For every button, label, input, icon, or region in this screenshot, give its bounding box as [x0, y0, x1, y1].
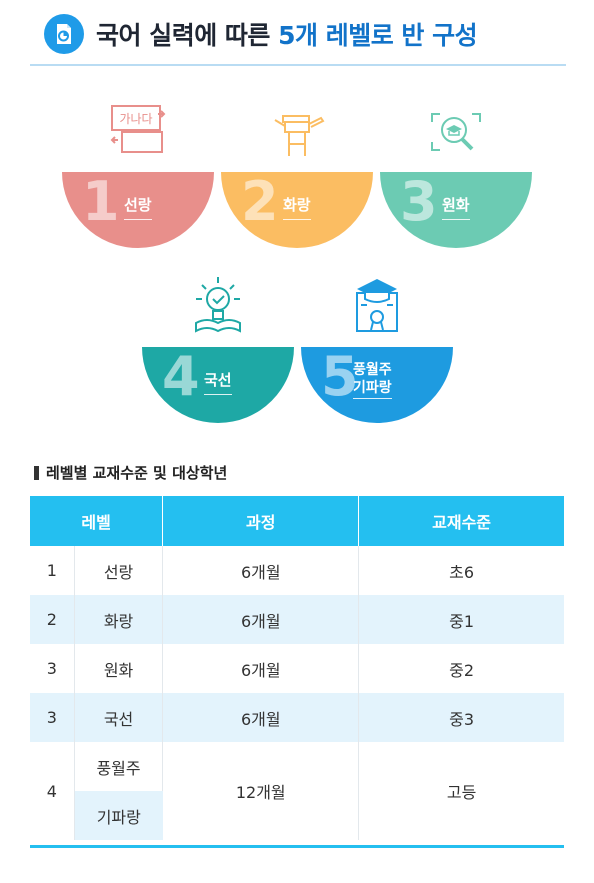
- row-course: 6개월: [162, 595, 360, 644]
- row-course: 6개월: [162, 693, 360, 742]
- row-course: 12개월: [162, 742, 360, 840]
- level-badge-4: 4 국선: [142, 347, 294, 423]
- table-header-row: 레벨 과정 교재수준: [30, 496, 564, 546]
- row-level: 선랑: [74, 546, 164, 595]
- magnifier-cap-icon: [426, 100, 486, 160]
- table-row: 3 국선 6개월 중3: [30, 693, 564, 742]
- row-book: 중2: [449, 660, 475, 680]
- row-level: 화랑: [74, 595, 164, 644]
- section-label: 레벨별 교재수준 및 대상학년: [34, 462, 227, 483]
- lightbulb-book-icon: [188, 275, 248, 335]
- level-name: 화랑: [283, 194, 311, 220]
- level-name: 풍월주 기파랑: [353, 361, 392, 399]
- row-book: 초6: [449, 562, 475, 582]
- table-row: 1 선랑 6개월 초6: [30, 546, 564, 595]
- level-number: 4: [162, 347, 200, 408]
- header-divider: [30, 64, 566, 66]
- header-level: 레벨: [30, 496, 164, 546]
- page-title: 국어 실력에 따른 5개 레벨로 반 구성: [96, 16, 478, 52]
- row-number: 3: [30, 693, 75, 742]
- row-book: 중3: [358, 693, 564, 742]
- section-bar: [34, 465, 39, 480]
- row-number: 2: [30, 595, 75, 644]
- icon-text: 가나다: [119, 112, 152, 126]
- table-row: 기파랑: [30, 791, 564, 840]
- row-level: 원화: [74, 644, 164, 693]
- row-book: 고등: [446, 783, 477, 802]
- level-badge-5: 5 풍월주 기파랑: [301, 347, 453, 423]
- level-badge-3: 3 원화: [380, 172, 532, 248]
- level-name-line2: 기파랑: [353, 380, 392, 399]
- title-highlight-text: 5개 레벨로 반 구성: [278, 21, 478, 50]
- level-number: 2: [241, 172, 279, 233]
- level-number: 1: [82, 172, 120, 233]
- row-number: 1: [30, 546, 75, 595]
- header-course: 과정: [162, 496, 360, 546]
- header-book: 교재수준: [358, 496, 564, 546]
- page-header: 국어 실력에 따른 5개 레벨로 반 구성: [44, 14, 478, 54]
- document-icon: [44, 14, 84, 54]
- title-main-text: 국어 실력에 따른: [96, 21, 279, 50]
- hand-pencil-icon: [267, 100, 327, 160]
- level-badge-2: 2 화랑: [221, 172, 373, 248]
- gana-card-icon: 가나다: [108, 100, 168, 160]
- row-course: 6개월: [162, 644, 360, 693]
- level-number: 5: [321, 347, 359, 408]
- row-level: 국선: [74, 693, 164, 742]
- diploma-cap-icon: [347, 275, 407, 335]
- row-number: 4: [30, 742, 75, 840]
- level-name: 원화: [442, 194, 470, 220]
- row-number: 3: [30, 644, 75, 693]
- level-name: 선랑: [124, 194, 152, 220]
- table-row: 3 원화 6개월 중2: [30, 644, 564, 693]
- row-book: 중1: [358, 595, 564, 644]
- table-row: 2 화랑 6개월 중1: [30, 595, 564, 644]
- level-badge-1: 1 선랑: [62, 172, 214, 248]
- table-row: 4 풍월주 12개월 고등: [30, 742, 564, 840]
- section-label-text: 레벨별 교재수준 및 대상학년: [46, 464, 228, 482]
- row-course: 6개월: [162, 546, 360, 595]
- level-name: 국선: [204, 369, 232, 395]
- row-level: 풍월주: [74, 742, 164, 791]
- row-level: 기파랑: [74, 791, 163, 840]
- level-table: 레벨 과정 교재수준 1 선랑 6개월 초6 2 화랑 6개월 중1 3 원화 …: [30, 496, 564, 840]
- level-number: 3: [400, 172, 438, 233]
- level-name-line1: 풍월주: [353, 362, 392, 378]
- table-bottom-border: [30, 845, 564, 848]
